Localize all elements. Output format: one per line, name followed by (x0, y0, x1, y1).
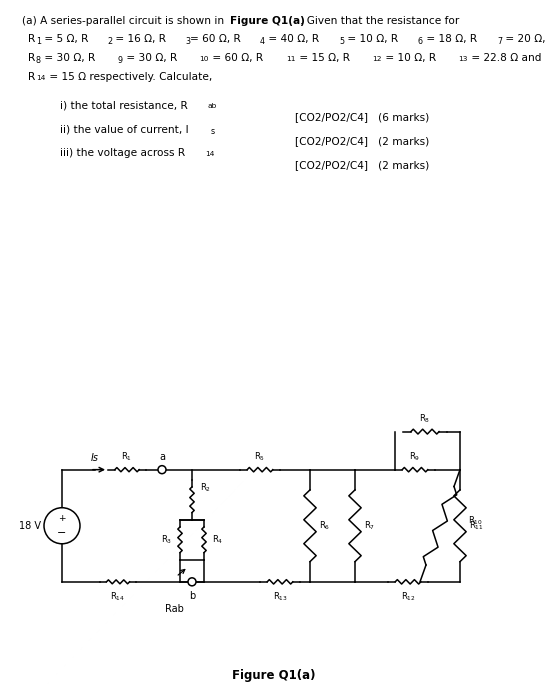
Text: = 15 Ω respectively. Calculate,: = 15 Ω respectively. Calculate, (46, 72, 212, 82)
Text: +: + (58, 514, 66, 523)
Text: R$_8$: R$_8$ (419, 412, 431, 425)
Text: 10: 10 (199, 56, 208, 62)
Text: ii) the value of current, I: ii) the value of current, I (60, 124, 189, 134)
Text: [CO2/PO2/C4]   (2 marks): [CO2/PO2/C4] (2 marks) (295, 160, 429, 170)
Text: R$_3$: R$_3$ (161, 533, 172, 546)
Text: [CO2/PO2/C4]   (6 marks): [CO2/PO2/C4] (6 marks) (295, 112, 429, 122)
Text: R$_1$: R$_1$ (122, 450, 133, 463)
Text: i) the total resistance, R: i) the total resistance, R (60, 100, 188, 110)
Text: 14: 14 (36, 75, 45, 81)
Text: 3: 3 (185, 37, 190, 46)
Text: R$_2$: R$_2$ (200, 482, 211, 494)
Text: = 10 Ω, R: = 10 Ω, R (382, 53, 436, 63)
Text: iii) the voltage across R: iii) the voltage across R (60, 148, 185, 158)
Text: 5: 5 (339, 37, 344, 46)
Text: R: R (28, 72, 36, 82)
Text: R$_6$: R$_6$ (319, 519, 330, 532)
Text: 18 V: 18 V (19, 521, 41, 531)
Text: R: R (28, 34, 36, 44)
Text: 9: 9 (118, 56, 123, 65)
Text: R$_{13}$: R$_{13}$ (272, 591, 288, 603)
Circle shape (188, 578, 196, 586)
Text: R$_4$: R$_4$ (212, 533, 224, 546)
Text: s: s (211, 127, 215, 136)
Text: Is: Is (91, 453, 99, 463)
Text: (a) A series-parallel circuit is shown in: (a) A series-parallel circuit is shown i… (22, 16, 227, 26)
Text: = 15 Ω, R: = 15 Ω, R (296, 53, 350, 63)
Circle shape (158, 466, 166, 474)
Text: Figure Q1(a): Figure Q1(a) (230, 16, 305, 26)
Text: R$_9$: R$_9$ (409, 450, 421, 463)
Text: = 22.8 Ω and: = 22.8 Ω and (468, 53, 541, 63)
Text: = 30 Ω, R: = 30 Ω, R (41, 53, 95, 63)
Text: = 18 Ω, R: = 18 Ω, R (423, 34, 477, 44)
Text: 13: 13 (458, 56, 467, 62)
Circle shape (44, 508, 80, 544)
Text: b: b (189, 591, 195, 601)
Text: = 20 Ω,: = 20 Ω, (502, 34, 545, 44)
Text: = 16 Ω, R: = 16 Ω, R (112, 34, 166, 44)
Text: 2: 2 (107, 37, 112, 46)
Text: ab: ab (208, 103, 217, 109)
Text: = 40 Ω, R: = 40 Ω, R (265, 34, 319, 44)
Text: = 60 Ω, R: = 60 Ω, R (209, 53, 263, 63)
Text: a: a (159, 452, 165, 462)
Text: 1: 1 (36, 37, 41, 46)
Text: 4: 4 (260, 37, 265, 46)
Text: 12: 12 (372, 56, 381, 62)
Text: = 5 Ω, R: = 5 Ω, R (41, 34, 88, 44)
Text: 8: 8 (36, 56, 41, 65)
Text: R$_{14}$: R$_{14}$ (111, 591, 125, 603)
Text: 7: 7 (497, 37, 502, 46)
Text: = 10 Ω, R: = 10 Ω, R (344, 34, 398, 44)
Text: = 60 Ω, R: = 60 Ω, R (190, 34, 241, 44)
Text: R$_{12}$: R$_{12}$ (401, 591, 415, 603)
Text: = 30 Ω, R: = 30 Ω, R (123, 53, 178, 63)
Text: 11: 11 (286, 56, 295, 62)
Text: R$_{10}$: R$_{10}$ (468, 514, 483, 527)
Text: Rab: Rab (164, 604, 184, 614)
Text: R$_7$: R$_7$ (364, 519, 375, 532)
Text: . Given that the resistance for: . Given that the resistance for (300, 16, 459, 26)
Text: Figure Q1(a): Figure Q1(a) (232, 669, 316, 682)
Text: 6: 6 (418, 37, 423, 46)
Text: R: R (28, 53, 36, 63)
Text: −: − (58, 528, 67, 538)
Text: 14: 14 (205, 151, 214, 158)
Text: R$_5$: R$_5$ (254, 450, 266, 463)
Text: [CO2/PO2/C4]   (2 marks): [CO2/PO2/C4] (2 marks) (295, 136, 429, 146)
Text: R$_{11}$: R$_{11}$ (469, 519, 484, 532)
